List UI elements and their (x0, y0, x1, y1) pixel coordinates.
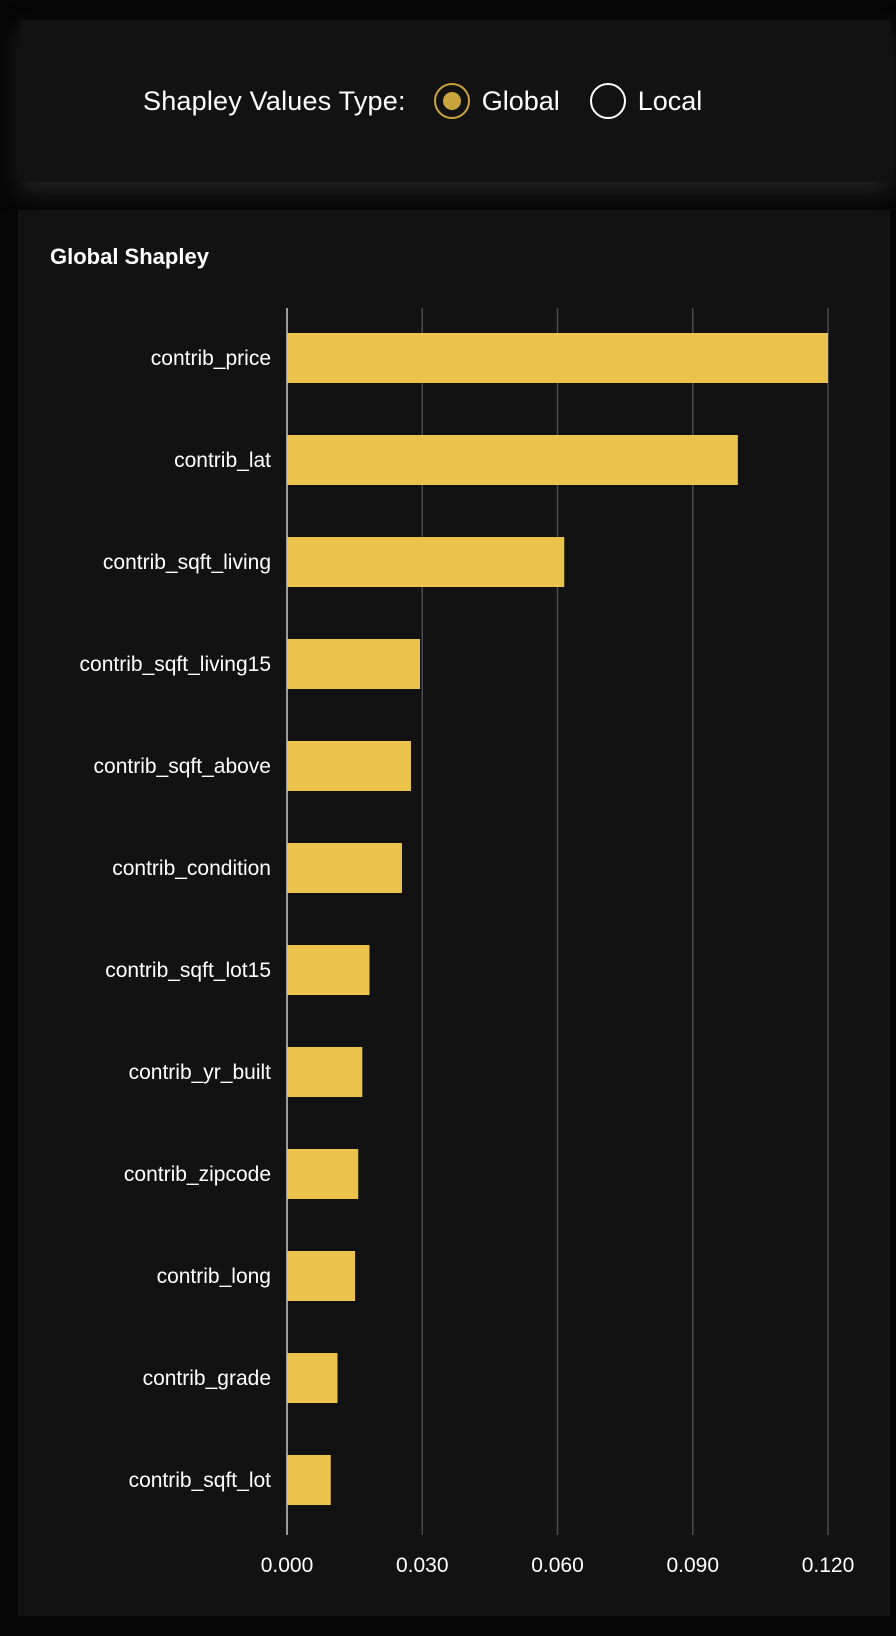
bar-contrib-lat (287, 435, 738, 485)
bar-contrib-sqft-living (287, 537, 565, 587)
category-label: contrib_sqft_living15 (80, 653, 271, 676)
radio-local-label[interactable]: Local (637, 85, 703, 116)
shapley-type-radio-group: Shapley Values Type: Global Local (20, 20, 890, 182)
bar-contrib-price (287, 333, 828, 383)
category-label: contrib_sqft_living (103, 551, 271, 574)
x-tick-label: 0.030 (396, 1554, 449, 1577)
radio-option-local[interactable]: Local (589, 83, 703, 119)
category-label: contrib_yr_built (129, 1061, 272, 1084)
radio-option-global[interactable]: Global (433, 83, 560, 119)
x-tick-label: 0.000 (261, 1554, 314, 1577)
radio-global-checked-icon[interactable] (433, 83, 470, 119)
bar-contrib-grade (287, 1353, 338, 1403)
category-label: contrib_lat (174, 449, 271, 472)
x-tick-label: 0.090 (666, 1554, 719, 1577)
category-label: contrib_long (157, 1265, 271, 1288)
bar-contrib-condition (287, 843, 402, 893)
x-tick-label: 0.120 (802, 1554, 855, 1577)
category-label: contrib_sqft_lot15 (105, 959, 271, 982)
x-tick-label: 0.060 (531, 1554, 584, 1577)
bar-contrib-sqft-living15 (287, 639, 420, 689)
bar-contrib-yr-built (287, 1047, 363, 1097)
bar-chart: contrib_price contrib_lat contrib_sqft_liv… (80, 308, 855, 1577)
bar-contrib-sqft-lot15 (287, 945, 370, 995)
bar-contrib-long (287, 1251, 356, 1301)
category-label: contrib_zipcode (124, 1163, 271, 1186)
category-label: contrib_price (151, 347, 271, 370)
radio-global-label[interactable]: Global (481, 85, 560, 116)
controls-panel: Shapley Values Type: Global Local (20, 20, 890, 182)
category-label: contrib_sqft_lot (129, 1469, 272, 1492)
chart-panel: Global Shapley contrib_price contrib_lat c… (18, 210, 890, 1616)
shapley-type-label: Shapley Values Type: (143, 85, 406, 116)
radio-local-unchecked-icon[interactable] (589, 83, 626, 119)
category-label: contrib_condition (112, 857, 271, 880)
category-label: contrib_sqft_above (94, 755, 271, 778)
chart-title: Global Shapley (50, 244, 209, 269)
bar-contrib-sqft-above (287, 741, 411, 791)
bar-contrib-zipcode (287, 1149, 359, 1199)
category-label: contrib_grade (143, 1367, 271, 1390)
bar-contrib-sqft-lot (287, 1455, 331, 1505)
